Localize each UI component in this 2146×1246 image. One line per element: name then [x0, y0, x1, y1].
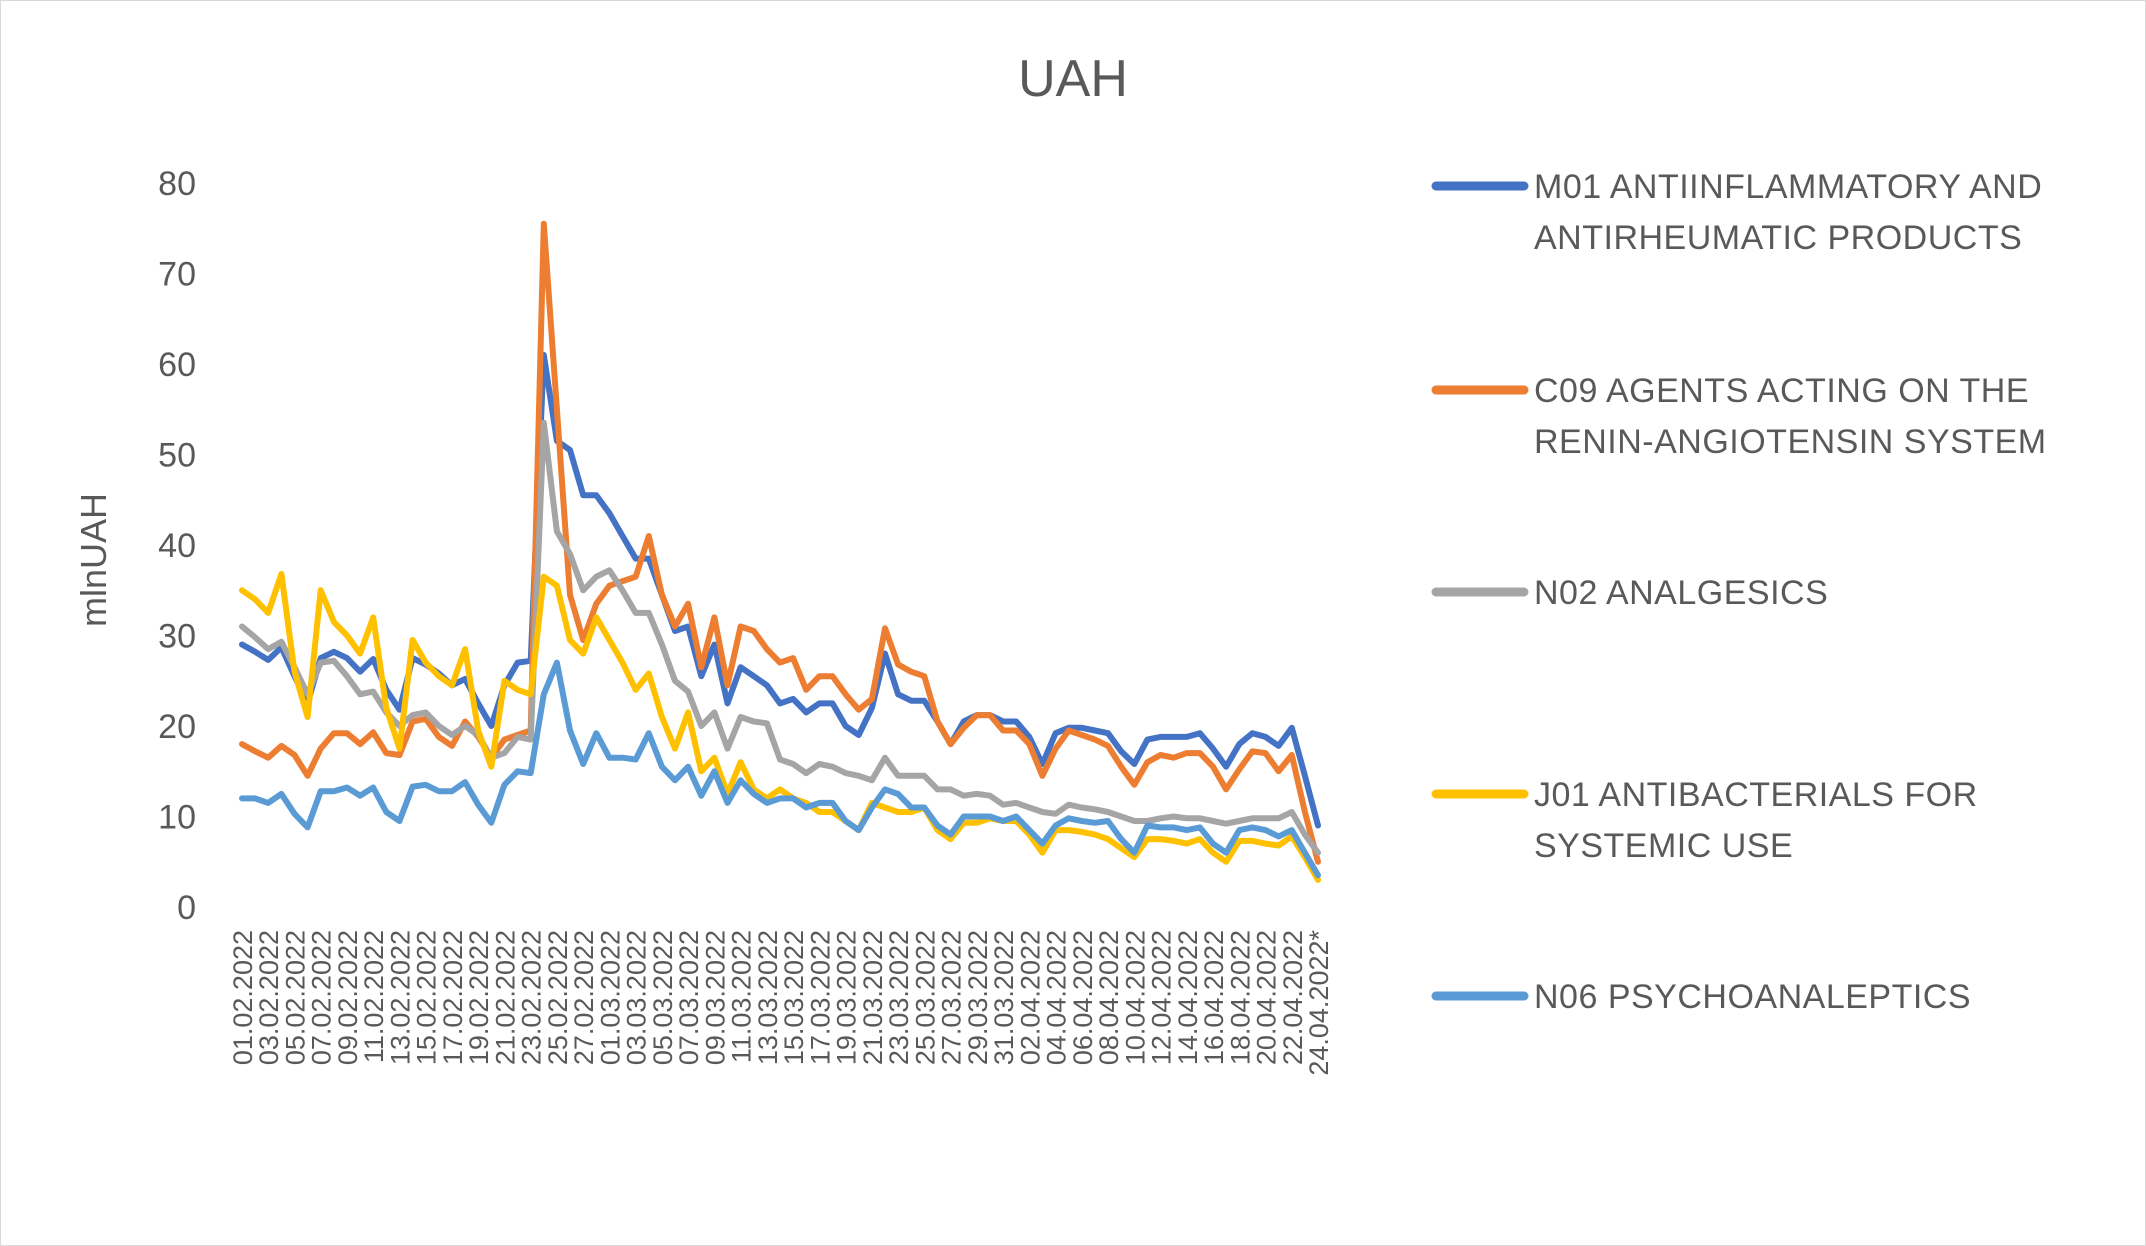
- x-tick-label: 17.03.2022: [805, 930, 835, 1065]
- x-tick-label: 02.04.2022: [1015, 930, 1045, 1065]
- x-tick-label: 16.04.2022: [1199, 930, 1229, 1065]
- x-tick-label: 19.03.2022: [832, 930, 862, 1065]
- x-tick-label: 29.03.2022: [963, 930, 993, 1065]
- x-tick-label: 25.02.2022: [543, 930, 573, 1065]
- legend-label-2: C09 AGENTS ACTING ON THE RENIN-ANGIOTENSI…: [1534, 372, 2047, 461]
- x-tick-label: 07.02.2022: [307, 930, 337, 1065]
- series-line-4: [239, 571, 1321, 883]
- x-tick-label: 17.02.2022: [438, 930, 468, 1065]
- legend-label-5: N06 PSYCHOANALEPTICS: [1534, 978, 1971, 1016]
- y-axis-label: mlnUAH: [73, 493, 114, 627]
- y-tick-label: 20: [158, 708, 196, 746]
- x-tick-label: 07.03.2022: [674, 930, 704, 1065]
- x-tick-label: 11.03.2022: [727, 930, 757, 1063]
- x-tick-label: 27.02.2022: [569, 930, 599, 1065]
- x-tick-label: 09.02.2022: [333, 930, 363, 1065]
- y-tick-label: 50: [158, 437, 196, 475]
- x-tick-label: 03.03.2022: [622, 930, 652, 1065]
- x-tick-label: 23.03.2022: [884, 930, 914, 1065]
- x-axis-ticks: 01.02.202203.02.202205.02.202207.02.2022…: [228, 930, 1334, 1076]
- x-tick-label: 15.03.2022: [779, 930, 809, 1065]
- x-tick-label: 12.04.2022: [1147, 930, 1177, 1065]
- y-tick-label: 70: [158, 256, 196, 294]
- x-tick-label: 25.03.2022: [910, 930, 940, 1065]
- x-tick-label: 31.03.2022: [989, 930, 1019, 1065]
- x-tick-label: 04.04.2022: [1042, 930, 1072, 1065]
- x-tick-label: 21.03.2022: [858, 930, 888, 1065]
- series-line-1: [239, 352, 1321, 829]
- x-tick-label: 22.04.2022: [1278, 930, 1308, 1065]
- legend: M01 ANTIINFLAMMATORY AND ANTIRHEUMATIC PR…: [1431, 168, 2047, 1016]
- y-tick-label: 80: [158, 165, 196, 203]
- y-axis-ticks: 0 10 20 30 40 50 60 70 80: [158, 165, 196, 927]
- y-tick-label: 40: [158, 527, 196, 565]
- x-tick-label: 23.02.2022: [517, 930, 547, 1065]
- x-tick-label: 05.02.2022: [280, 930, 310, 1065]
- x-tick-label: 05.03.2022: [648, 930, 678, 1065]
- x-tick-label: 14.04.2022: [1173, 930, 1203, 1065]
- legend-label-4: J01 ANTIBACTERIALS FOR SYSTEMIC USE: [1534, 776, 1978, 865]
- series-line-2: [239, 220, 1321, 865]
- x-tick-label: 06.04.2022: [1068, 930, 1098, 1065]
- series-lines: [239, 220, 1321, 883]
- x-tick-label: 01.02.2022: [228, 930, 258, 1065]
- x-tick-label: 24.04.2022*: [1304, 930, 1334, 1076]
- legend-label-3: N02 ANALGESICS: [1534, 574, 1828, 612]
- legend-label-1: M01 ANTIINFLAMMATORY AND ANTIRHEUMATIC PR…: [1534, 168, 2042, 257]
- x-tick-label: 21.02.2022: [490, 930, 520, 1065]
- x-tick-label: 19.02.2022: [464, 930, 494, 1065]
- chart-title: UAH: [1018, 50, 1128, 108]
- x-tick-label: 08.04.2022: [1094, 930, 1124, 1065]
- x-tick-label: 20.04.2022: [1252, 930, 1282, 1065]
- x-tick-label: 01.03.2022: [595, 930, 625, 1065]
- x-tick-label: 10.04.2022: [1120, 930, 1150, 1065]
- series-line-3: [239, 419, 1321, 856]
- y-tick-label: 0: [177, 889, 196, 927]
- x-tick-label: 13.03.2022: [753, 930, 783, 1065]
- x-tick-label: 27.03.2022: [937, 930, 967, 1065]
- x-tick-label: 18.04.2022: [1225, 930, 1255, 1065]
- x-tick-label: 13.02.2022: [385, 930, 415, 1065]
- y-tick-label: 30: [158, 618, 196, 656]
- y-tick-label: 10: [158, 799, 196, 837]
- x-tick-label: 11.02.2022: [359, 930, 389, 1063]
- series-line-5: [239, 659, 1321, 879]
- x-tick-label: 09.03.2022: [700, 930, 730, 1065]
- y-tick-label: 60: [158, 346, 196, 384]
- x-tick-label: 03.02.2022: [254, 930, 284, 1065]
- x-tick-label: 15.02.2022: [412, 930, 442, 1065]
